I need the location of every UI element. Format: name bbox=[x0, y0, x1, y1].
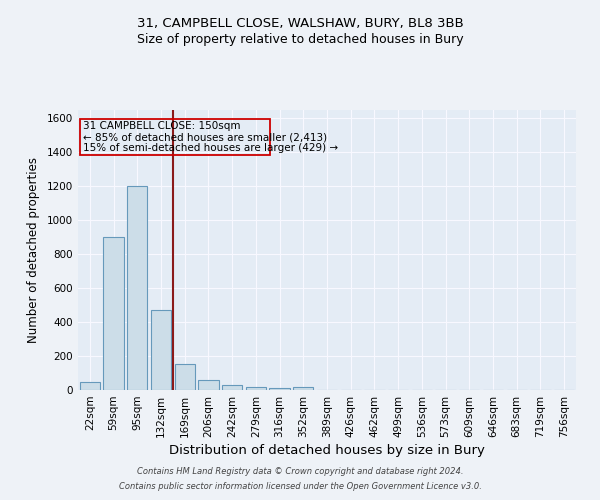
Text: 15% of semi-detached houses are larger (429) →: 15% of semi-detached houses are larger (… bbox=[83, 144, 338, 154]
Bar bbox=[80, 120, 269, 155]
X-axis label: Distribution of detached houses by size in Bury: Distribution of detached houses by size … bbox=[169, 444, 485, 457]
Bar bbox=[222, 385, 242, 390]
Bar bbox=[151, 310, 171, 390]
Text: ← 85% of detached houses are smaller (2,413): ← 85% of detached houses are smaller (2,… bbox=[83, 132, 328, 142]
Text: 31 CAMPBELL CLOSE: 150sqm: 31 CAMPBELL CLOSE: 150sqm bbox=[83, 122, 241, 132]
Bar bbox=[199, 380, 218, 390]
Bar bbox=[246, 387, 266, 390]
Text: Contains public sector information licensed under the Open Government Licence v3: Contains public sector information licen… bbox=[119, 482, 481, 491]
Text: 31, CAMPBELL CLOSE, WALSHAW, BURY, BL8 3BB: 31, CAMPBELL CLOSE, WALSHAW, BURY, BL8 3… bbox=[137, 18, 463, 30]
Text: Size of property relative to detached houses in Bury: Size of property relative to detached ho… bbox=[137, 32, 463, 46]
Bar bbox=[103, 238, 124, 390]
Y-axis label: Number of detached properties: Number of detached properties bbox=[27, 157, 40, 343]
Bar bbox=[293, 388, 313, 390]
Bar bbox=[80, 382, 100, 390]
Bar bbox=[127, 186, 148, 390]
Bar bbox=[269, 388, 290, 390]
Bar bbox=[175, 364, 195, 390]
Text: Contains HM Land Registry data © Crown copyright and database right 2024.: Contains HM Land Registry data © Crown c… bbox=[137, 467, 463, 476]
